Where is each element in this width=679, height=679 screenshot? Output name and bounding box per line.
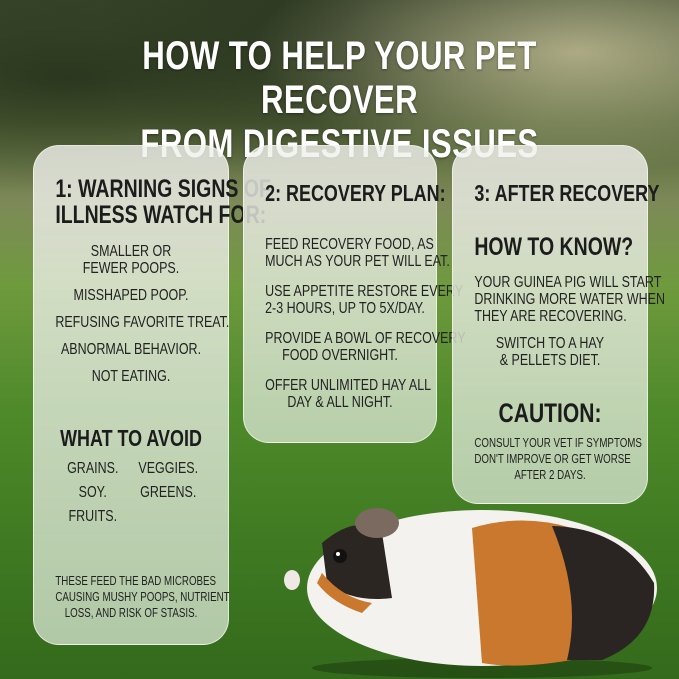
title-line-1: HOW TO HELP YOUR PET RECOVER: [142, 34, 537, 122]
plan-item: 2-3 HOURS, UP TO 5X/DAY.: [265, 300, 425, 317]
plan-item: FOOD OVERNIGHT.: [282, 347, 398, 364]
avoid-item: VEGGIES.: [137, 460, 198, 477]
avoid-note: CAUSING MUSHY POOPS, NUTRIENT: [55, 590, 230, 604]
caution-text: AFTER 2 DAYS.: [514, 468, 586, 482]
know-text: YOUR GUINEA PIG WILL START: [474, 274, 662, 291]
avoid-list: GRAINS. VEGGIES. SOY. GREENS. FRUITS.: [56, 457, 206, 529]
warning-signs-card: 1: WARNING SIGNS OF ILLNESS WATCH FOR: S…: [33, 145, 271, 645]
caution-heading: CAUTION:: [498, 398, 602, 428]
sign-item: NOT EATING.: [91, 368, 171, 385]
plan-item: MUCH AS YOUR PET WILL EAT.: [265, 253, 450, 270]
recovery-plan-card: 2: RECOVERY PLAN: FEED RECOVERY FOOD, AS…: [243, 145, 466, 443]
know-text: THEY ARE RECOVERING.: [474, 308, 627, 325]
how-to-know-heading: HOW TO KNOW?: [474, 233, 634, 261]
avoid-item: FRUITS.: [68, 508, 118, 525]
caution-text: CONSULT YOUR VET IF SYMPTOMS: [474, 436, 642, 450]
after-recovery-card: 3: AFTER RECOVERY HOW TO KNOW? YOUR GUIN…: [452, 145, 666, 504]
plan-item: USE APPETITE RESTORE EVERY: [265, 283, 464, 300]
sign-item: ABNORMAL BEHAVIOR.: [60, 341, 202, 358]
guinea-pig-image: [284, 508, 657, 678]
switch-text: & PELLETS DIET.: [499, 352, 601, 369]
sign-item: MISSHAPED POOP.: [73, 287, 189, 304]
plan-item: DAY & ALL NIGHT.: [287, 394, 393, 411]
card1-heading-2: ILLNESS WATCH FOR:: [55, 201, 267, 229]
sign-item: SMALLER OR: [90, 243, 172, 260]
avoid-item: SOY.: [78, 484, 107, 501]
sign-item: FEWER POOPS.: [82, 260, 180, 277]
avoid-item: GREENS.: [139, 484, 196, 501]
card3-heading: 3: AFTER RECOVERY: [474, 180, 660, 206]
sign-item: REFUSING FAVORITE TREAT.: [55, 314, 230, 331]
avoid-heading: WHAT TO AVOID: [60, 425, 202, 451]
card2-heading: 2: RECOVERY PLAN:: [265, 180, 446, 206]
plan-item: OFFER UNLIMITED HAY ALL: [265, 377, 432, 394]
avoid-item: GRAINS.: [67, 460, 119, 477]
know-text: DRINKING MORE WATER WHEN: [474, 291, 666, 308]
card1-heading-1: 1: WARNING SIGNS OF: [55, 175, 271, 203]
switch-text: SWITCH TO A HAY: [495, 335, 605, 352]
caution-text: DON'T IMPROVE OR GET WORSE: [474, 452, 631, 466]
avoid-note: LOSS, AND RISK OF STASIS.: [64, 606, 198, 620]
plan-item: FEED RECOVERY FOOD, AS: [265, 236, 434, 253]
avoid-note: THESE FEED THE BAD MICROBES: [55, 574, 217, 588]
plan-item: PROVIDE A BOWL OF RECOVERY: [265, 330, 466, 347]
